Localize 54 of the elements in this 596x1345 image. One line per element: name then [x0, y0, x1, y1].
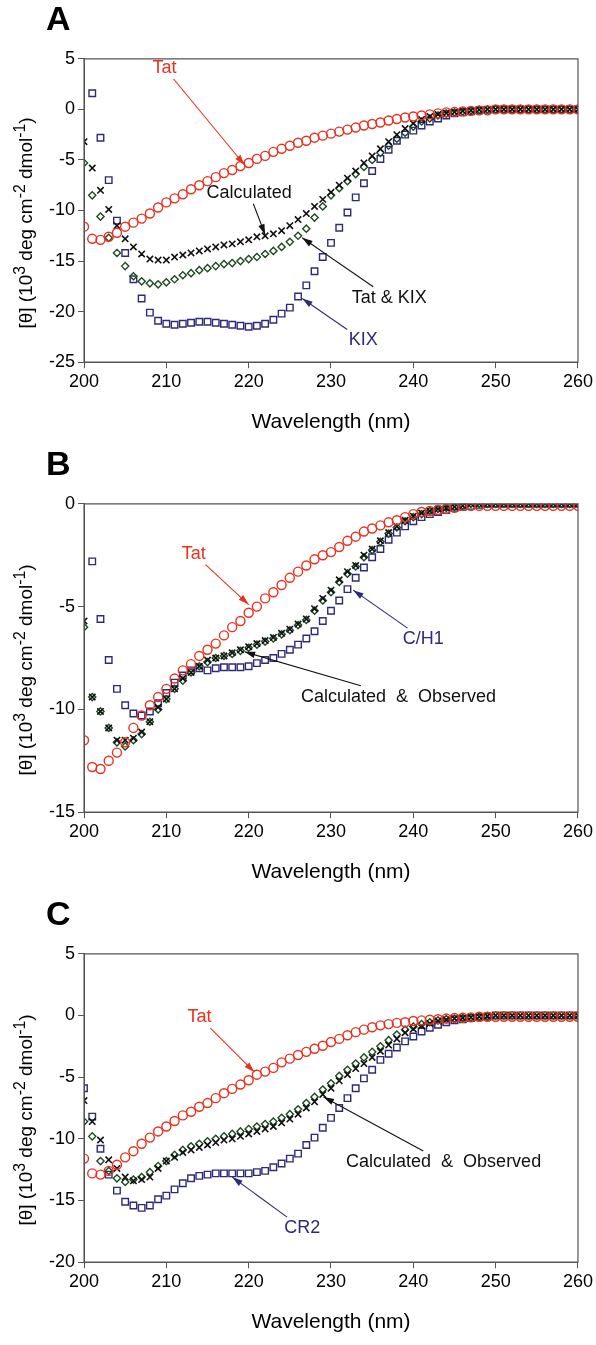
x-tick-label: 210: [151, 370, 182, 391]
y-tick-label: -20: [49, 1251, 76, 1272]
x-axis-title: Wavelength (nm): [251, 409, 411, 433]
y-tick-label: -5: [59, 595, 76, 616]
x-tick-label: 200: [68, 820, 100, 841]
x-tick-label: 240: [398, 820, 429, 841]
annotation: C/H1: [402, 628, 444, 649]
annotation: Calculated: [206, 181, 292, 202]
y-tick-label: -20: [49, 300, 76, 321]
x-tick-label: 250: [480, 370, 511, 391]
x-axis-title: Wavelength (nm): [251, 1309, 411, 1333]
x-tick-label: 210: [151, 820, 182, 841]
x-tick-label: 230: [315, 370, 347, 391]
annotation: Tat: [187, 1006, 212, 1027]
x-tick-label: 240: [398, 370, 429, 391]
y-tick-label: -10: [49, 199, 76, 220]
y-tick-label: 5: [65, 942, 76, 963]
x-axis-title: Wavelength (nm): [251, 859, 411, 883]
x-tick-label: 260: [562, 1270, 594, 1291]
x-tick-label: 220: [233, 370, 264, 391]
x-tick-label: 220: [233, 820, 264, 841]
chart-title: A: [46, 0, 71, 37]
x-tick-label: 200: [68, 1270, 100, 1291]
x-tick-label: 200: [68, 370, 100, 391]
annotation: Calculated & Observed: [346, 1150, 542, 1171]
annotation: CR2: [284, 1217, 321, 1238]
y-tick-label: -10: [49, 698, 76, 719]
chart-title: B: [46, 443, 71, 482]
y-tick-label: -15: [49, 1189, 76, 1210]
y-tick-label: -25: [49, 351, 76, 372]
x-tick-label: 250: [480, 820, 511, 841]
x-tick-label: 260: [562, 370, 594, 391]
annotation: Calculated & Observed: [301, 685, 497, 706]
x-tick-label: 210: [151, 1270, 182, 1291]
annotation: KIX: [348, 329, 378, 350]
x-tick-label: 220: [233, 1270, 264, 1291]
x-tick-label: 230: [315, 820, 347, 841]
y-tick-label: -5: [59, 148, 76, 169]
annotation: Tat: [181, 542, 206, 563]
y-tick-label: 0: [65, 1004, 76, 1025]
x-tick-label: 240: [398, 1270, 429, 1291]
y-tick-label: 0: [65, 98, 76, 119]
annotation: Tat & KIX: [351, 286, 427, 307]
x-tick-label: 230: [315, 1270, 347, 1291]
x-tick-label: 250: [480, 1270, 511, 1291]
y-tick-label: 5: [65, 47, 76, 68]
y-tick-label: -15: [49, 250, 76, 271]
x-tick-label: 260: [562, 820, 594, 841]
y-tick-label: -10: [49, 1127, 76, 1148]
annotation: Tat: [152, 56, 177, 77]
y-tick-label: -15: [49, 801, 76, 822]
y-tick-label: 0: [65, 492, 76, 513]
chart-title: C: [46, 893, 71, 932]
y-tick-label: -5: [59, 1066, 76, 1087]
